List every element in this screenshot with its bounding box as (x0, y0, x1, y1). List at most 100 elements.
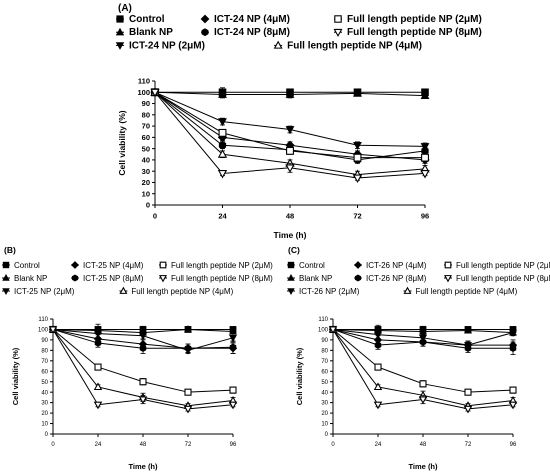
data-point (509, 329, 517, 337)
data-point (419, 380, 427, 388)
legend-label: Control (299, 261, 325, 270)
panel-label: (B) (4, 245, 16, 255)
legend-label: Full length peptide NP (2μM) (171, 261, 273, 270)
legend-item: ICT-25 NP (2μM) (2, 287, 75, 296)
legend-item: Full length peptide NP (4μM) (273, 40, 422, 51)
data-point (286, 146, 294, 155)
data-point (228, 401, 238, 410)
legend-marker (115, 27, 125, 36)
x-tick-label: 96 (421, 212, 429, 221)
y-axis-label: Cell viability (%) (11, 347, 20, 405)
data-point (464, 326, 472, 334)
data-point (218, 118, 227, 127)
y-tick-label: 10 (142, 189, 150, 198)
data-point (464, 388, 472, 396)
legend-item: Full length peptide NP (2μM) (159, 261, 273, 270)
data-point (184, 325, 192, 333)
data-point (420, 90, 430, 99)
data-point (229, 334, 237, 343)
chart-panel-1: (B) Control ICT-25 NP (4μM) Full length pep… (2, 245, 273, 471)
y-tick-label: 50 (41, 380, 48, 386)
data-point (419, 338, 427, 346)
x-tick-label: 0 (51, 442, 55, 448)
y-tick-label: 20 (321, 411, 328, 417)
data-point (464, 344, 472, 353)
legend-label: Full length peptide NP (4μM) (131, 287, 233, 296)
x-tick-label: 72 (185, 442, 192, 448)
legend-marker (334, 15, 342, 23)
legend-item: Blank NP (2, 273, 47, 283)
x-tick-label: 72 (465, 442, 472, 448)
legend-item: Control (116, 14, 165, 25)
data-point (218, 141, 227, 150)
data-point (94, 330, 102, 338)
data-point (374, 331, 382, 339)
data-point (374, 363, 382, 371)
legend: Control ICT-24 NP (4μM) Full length peptid… (115, 14, 482, 51)
legend-label: ICT-25 NP (8μM) (83, 274, 144, 283)
legend-label: Full length peptide NP (2μM) (347, 14, 482, 25)
data-point (420, 169, 430, 179)
legend-marker (354, 274, 362, 282)
axes: 0 10 20 30 40 50 60 70 80 90 100 110 0 24 48 72 96 Time (… (11, 317, 237, 471)
y-tick-label: 0 (146, 201, 150, 210)
legend-marker (333, 28, 343, 38)
y-tick-label: 110 (318, 317, 328, 323)
legend-label: Full length peptide NP (8μM) (456, 274, 550, 283)
data-point (373, 401, 383, 410)
legend-marker (116, 15, 124, 23)
legend-label: Blank NP (14, 274, 47, 283)
legend-marker (403, 286, 412, 294)
y-tick-label: 20 (142, 178, 150, 187)
x-tick-label: 24 (95, 442, 102, 448)
legend: Control ICT-25 NP (4μM) Full length peptid… (2, 261, 273, 296)
legend-marker (2, 288, 10, 296)
y-tick-label: 80 (321, 348, 328, 354)
data-point (184, 388, 192, 396)
y-tick-label: 110 (38, 317, 48, 323)
series-7 (328, 326, 518, 414)
data-point (217, 149, 228, 158)
legend-label: ICT-24 NP (8μM) (214, 27, 290, 38)
data-point (421, 153, 429, 162)
legend-marker (287, 288, 295, 296)
legend-label: Full length peptide NP (8μM) (347, 27, 482, 38)
series-7 (48, 326, 238, 414)
legend-item: Full length peptide NP (4μM) (119, 286, 234, 296)
data-point (139, 332, 147, 341)
legend-label: ICT-26 NP (8μM) (366, 274, 427, 283)
x-axis-label: Time (h) (128, 462, 158, 471)
panel-label: (A) (118, 3, 132, 14)
x-axis-label: Time (h) (274, 230, 307, 240)
x-tick-label: 48 (286, 212, 294, 221)
legend-marker (354, 261, 362, 269)
legend-label: Blank NP (299, 274, 332, 283)
data-point (421, 146, 429, 156)
data-point (94, 363, 102, 371)
legend-marker (273, 40, 283, 49)
data-point (229, 343, 237, 351)
legend-label: ICT-25 NP (4μM) (83, 261, 144, 270)
y-tick-label: 30 (142, 167, 150, 176)
legend-marker (287, 261, 295, 269)
x-tick-label: 72 (353, 212, 361, 221)
data-point (138, 396, 148, 405)
series-5 (49, 325, 237, 396)
data-point (463, 405, 473, 414)
legend-item: ICT-25 NP (8μM) (71, 274, 144, 283)
y-tick-label: 10 (41, 422, 48, 428)
legend-label: Blank NP (129, 27, 173, 38)
legend-marker (71, 261, 79, 269)
legend-item: ICT-24 NP (2μM) (115, 40, 205, 51)
legend-marker (71, 274, 79, 282)
y-tick-label: 40 (321, 390, 328, 396)
y-tick-label: 30 (321, 401, 328, 407)
legend-item: Full length peptide NP (8μM) (443, 274, 550, 283)
legend-item: ICT-26 NP (8μM) (354, 274, 427, 283)
y-tick-label: 0 (45, 432, 49, 438)
data-point (94, 339, 102, 347)
x-tick-label: 48 (420, 442, 427, 448)
y-tick-label: 100 (38, 328, 49, 334)
y-tick-label: 100 (318, 328, 329, 334)
data-point (150, 88, 160, 98)
